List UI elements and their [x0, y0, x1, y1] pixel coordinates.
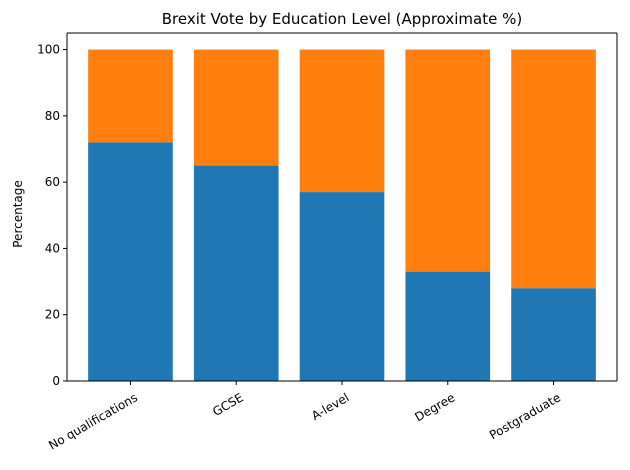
- bar-1-no-qualifications: [88, 142, 173, 381]
- y-tick-label: 40: [45, 241, 60, 255]
- bar-2-postgraduate: [511, 49, 596, 289]
- bar-2-gcse: [193, 49, 279, 166]
- x-tick-label: A-level: [309, 390, 351, 423]
- bar-2-a-level: [299, 49, 385, 193]
- y-tick-label: 100: [37, 43, 60, 57]
- x-axis: No qualifications GCSE A-level Degree Postgr…: [46, 381, 563, 453]
- y-tick-label: 80: [45, 109, 60, 123]
- chart-title: Brexit Vote by Education Level (Approxim…: [162, 10, 522, 28]
- bar-2-no-qualifications: [88, 49, 173, 143]
- x-tick-label: GCSE: [210, 390, 245, 419]
- plot-frame: [66, 32, 618, 382]
- x-tick-label: Degree: [412, 390, 457, 424]
- y-tick-label: 20: [45, 308, 60, 322]
- bar-1-degree: [405, 271, 491, 381]
- y-tick-label: 60: [45, 175, 60, 189]
- y-tick-label: 0: [52, 374, 60, 388]
- bar-2-degree: [405, 49, 491, 272]
- bar-1-a-level: [299, 192, 385, 381]
- bars-group: [88, 49, 596, 381]
- bar-1-postgraduate: [511, 288, 596, 381]
- y-axis: 0 20 40 60 80 100: [37, 43, 67, 388]
- bar-1-gcse: [193, 165, 279, 381]
- y-axis-label: Percentage: [11, 180, 25, 248]
- x-tick-label: Postgraduate: [487, 390, 563, 442]
- x-tick-label: No qualifications: [46, 390, 140, 452]
